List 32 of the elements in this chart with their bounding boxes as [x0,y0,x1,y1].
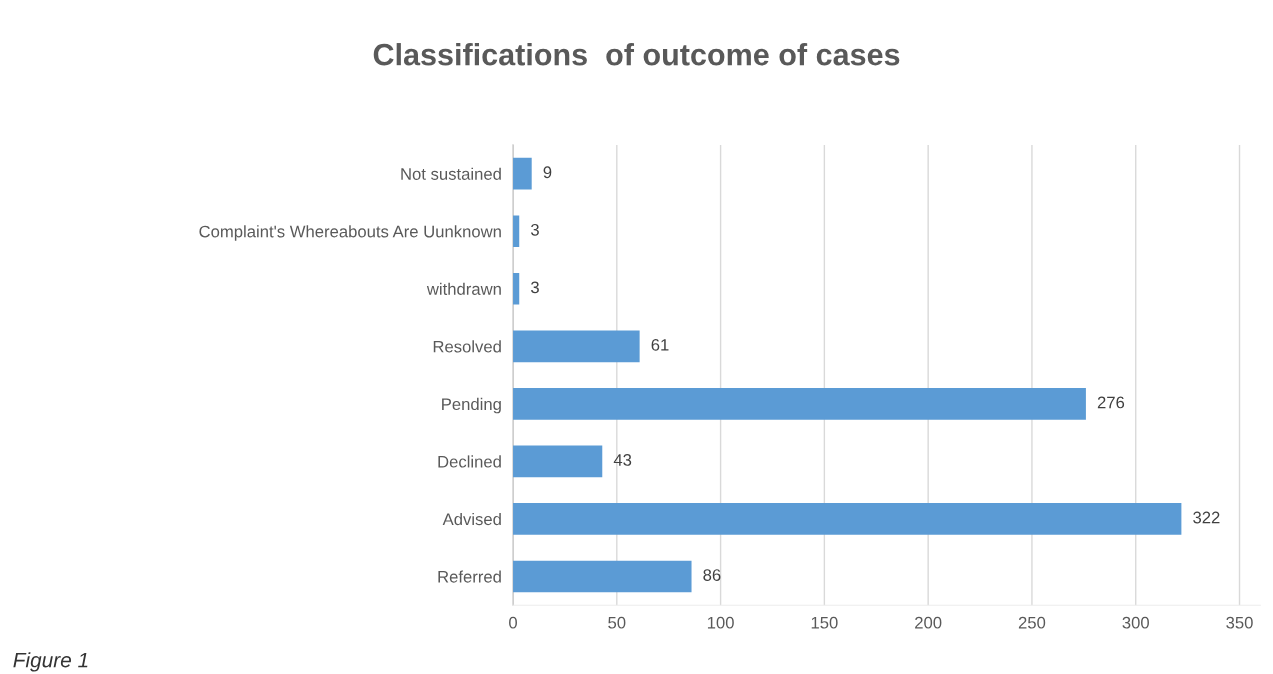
data-label: 61 [651,338,669,351]
data-label: 3 [530,281,539,294]
x-tick-label: 200 [915,616,942,629]
bar [513,445,603,478]
data-label: 9 [543,166,552,179]
x-tick-label: 250 [1018,616,1046,629]
x-tick-label: 350 [1226,616,1253,629]
bar [513,388,1086,420]
chart-title: Classifications of outcome of cases [373,43,900,66]
y-tick-label: Declined [438,455,501,468]
bar [513,157,532,190]
bar [513,330,640,363]
caption: Figure 1 [13,652,88,672]
bar [513,560,692,593]
y-tick-label: withdrawn [426,282,501,295]
y-tick-label: Advised [442,512,501,526]
x-tick-label: 300 [1122,616,1149,629]
x-tick-label: 50 [608,616,626,629]
x-tick-label: 100 [707,616,734,629]
data-label: 276 [1097,396,1125,409]
data-label: 3 [530,223,539,236]
y-tick-label: Not sustained [401,167,501,180]
y-tick-label: Complaint's Whereabouts Are Uunknown [199,225,501,241]
y-tick-label: Referred [438,570,501,583]
y-tick-label: Resolved [433,340,501,353]
x-tick-label: 150 [811,616,838,629]
data-label: 322 [1193,511,1220,524]
bar [513,503,1182,535]
x-tick-label: 0 [509,616,517,629]
data-label: 43 [613,454,632,466]
data-label: 86 [703,569,721,581]
y-tick-label: Pending [442,397,501,414]
